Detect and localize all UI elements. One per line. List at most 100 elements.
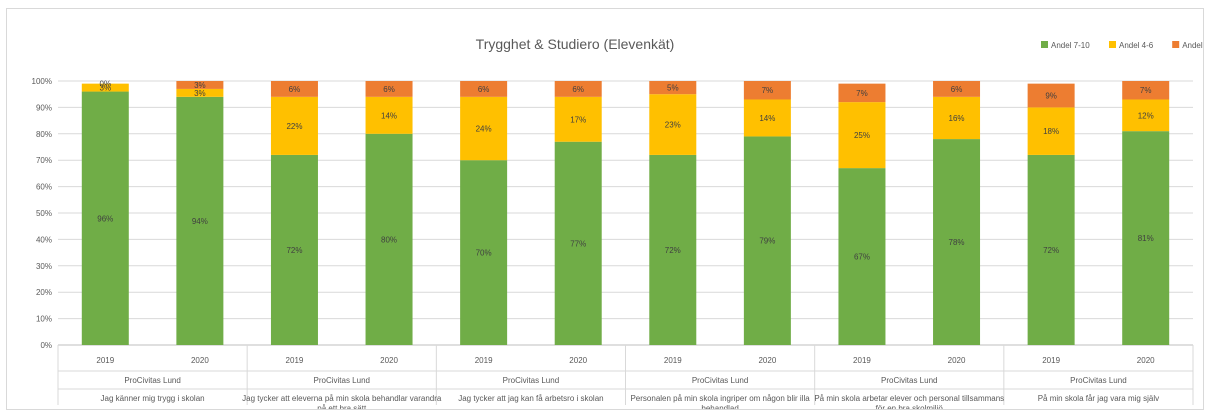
- legend-label: Andel 7-10: [1051, 41, 1090, 50]
- y-axis: 0% 10% 20% 30% 40% 50% 60% 70% 80% 90% 100%: [32, 77, 52, 350]
- bar-segment-andel-7-10: [838, 168, 886, 345]
- x-tick-year: 2020: [758, 356, 776, 365]
- x-group-question: Personalen på min skola ingriper om någo…: [630, 394, 810, 403]
- bar-segment-andel-4-6: [460, 96, 508, 161]
- bar-segment-andel-7-10: [460, 160, 508, 345]
- x-tick-year: 2020: [948, 356, 966, 365]
- data-label: 25%: [854, 131, 870, 140]
- data-label: 24%: [476, 125, 492, 134]
- x-tick-year: 2019: [286, 356, 304, 365]
- bar-segment-andel-4-6: [743, 99, 791, 137]
- bar-segment-andel-4-6: [81, 83, 129, 92]
- data-label: 94%: [192, 217, 208, 226]
- data-label: 72%: [1043, 246, 1059, 255]
- bar-segment-andel-7-10: [554, 141, 602, 345]
- legend-label: Andel 1-3: [1182, 41, 1203, 50]
- y-tick-label: 100%: [32, 77, 52, 86]
- data-label: 14%: [759, 114, 775, 123]
- bar-segment-andel-1-3: [554, 81, 602, 97]
- bar-segment-andel-7-10: [365, 133, 413, 345]
- data-label: 72%: [665, 246, 681, 255]
- legend-swatch: [1041, 41, 1048, 48]
- stacked-bar-chart: Trygghet & Studiero (Elevenkät) Andel 7-…: [32, 36, 1208, 413]
- data-label: 17%: [570, 115, 586, 124]
- x-tick-year: 2020: [191, 356, 209, 365]
- bar-segment-andel-4-6: [1027, 107, 1075, 155]
- y-tick-label: 80%: [36, 130, 52, 139]
- data-label: 80%: [381, 235, 397, 244]
- x-group-school: ProCivitas Lund: [1070, 376, 1126, 385]
- x-group-school: ProCivitas Lund: [692, 376, 748, 385]
- x-tick-year: 2020: [1137, 356, 1155, 365]
- bar-segment-andel-7-10: [1122, 131, 1170, 345]
- x-group-school: ProCivitas Lund: [124, 376, 180, 385]
- data-label: 81%: [1138, 234, 1154, 243]
- chart-frame: Trygghet & Studiero (Elevenkät) Andel 7-…: [6, 8, 1208, 413]
- bar-segment-andel-4-6: [1122, 99, 1170, 132]
- data-label: 3%: [100, 84, 112, 93]
- data-label: 22%: [286, 122, 302, 131]
- x-group-question: Jag tycker att jag kan få arbetsro i sko…: [458, 394, 603, 403]
- data-label: 12%: [1138, 111, 1154, 120]
- x-group-school: ProCivitas Lund: [503, 376, 559, 385]
- data-label: 79%: [759, 237, 775, 246]
- bar-segment-andel-4-6: [270, 96, 318, 155]
- bar-segment-andel-7-10: [176, 96, 224, 345]
- bar-segment-andel-1-3: [270, 81, 318, 97]
- y-tick-label: 50%: [36, 209, 52, 218]
- x-group-school: ProCivitas Lund: [881, 376, 937, 385]
- data-label: 6%: [289, 85, 301, 94]
- bar-segment-andel-7-10: [743, 136, 791, 345]
- x-tick-year: 2019: [475, 356, 493, 365]
- data-label: 6%: [383, 85, 395, 94]
- x-group-question: Jag känner mig trygg i skolan: [101, 394, 205, 403]
- bar-segment-andel-7-10: [1027, 154, 1075, 345]
- data-label: 0%: [100, 80, 112, 89]
- y-tick-label: 0%: [40, 341, 52, 350]
- y-tick-label: 90%: [36, 103, 52, 112]
- bar-segment-andel-7-10: [270, 154, 318, 345]
- bar-segment-andel-7-10: [649, 154, 697, 345]
- bar-segment-andel-1-3: [1122, 81, 1170, 100]
- y-tick-label: 40%: [36, 235, 52, 244]
- x-tick-year: 2019: [853, 356, 871, 365]
- bar-segment-andel-1-3: [365, 81, 413, 97]
- bar-segment-andel-4-6: [933, 96, 981, 140]
- x-group-question: Jag tycker att eleverna på min skola beh…: [242, 394, 442, 403]
- data-label: 3%: [194, 89, 206, 98]
- x-tick-year: 2019: [96, 356, 114, 365]
- gridlines: [58, 80, 1193, 346]
- bar-segment-andel-7-10: [933, 139, 981, 345]
- data-label: 9%: [1045, 92, 1057, 101]
- data-label: 6%: [951, 85, 963, 94]
- data-label: 96%: [97, 214, 113, 223]
- bar-segment-andel-1-3: [933, 81, 981, 97]
- x-group-question: På min skola får jag vara mig själv: [1038, 394, 1159, 403]
- x-axis: 2019 2020 2019 2020 2019 2020 2019 2020 2019 2020…: [57, 345, 1194, 413]
- bar-segment-andel-4-6: [649, 94, 697, 155]
- y-tick-label: 20%: [36, 288, 52, 297]
- data-label: 6%: [478, 85, 490, 94]
- chart-title: Trygghet & Studiero (Elevenkät): [476, 36, 675, 52]
- x-group-question: behandlad: [701, 404, 738, 409]
- x-tick-year: 2019: [1042, 356, 1060, 365]
- data-label: 5%: [667, 84, 679, 93]
- x-group-question: på ett bra sätt: [317, 404, 367, 409]
- bar-segment-andel-1-3: [649, 81, 697, 95]
- x-tick-year: 2020: [569, 356, 587, 365]
- data-label: 77%: [570, 239, 586, 248]
- data-label: 23%: [665, 121, 681, 130]
- y-tick-label: 60%: [36, 183, 52, 192]
- data-label: 14%: [381, 111, 397, 120]
- bar-segment-andel-1-3: [176, 81, 224, 89]
- data-label: 7%: [856, 89, 868, 98]
- legend-swatch: [1109, 41, 1116, 48]
- data-label: 7%: [762, 86, 774, 95]
- data-label: 78%: [949, 238, 965, 247]
- x-group-school: ProCivitas Lund: [314, 376, 370, 385]
- bar-segment-andel-4-6: [176, 88, 224, 97]
- x-group-question: På min skola arbetar elever och personal…: [814, 394, 1004, 403]
- y-tick-label: 70%: [36, 156, 52, 165]
- legend-label: Andel 4-6: [1119, 41, 1154, 50]
- bar-segment-andel-4-6: [554, 96, 602, 142]
